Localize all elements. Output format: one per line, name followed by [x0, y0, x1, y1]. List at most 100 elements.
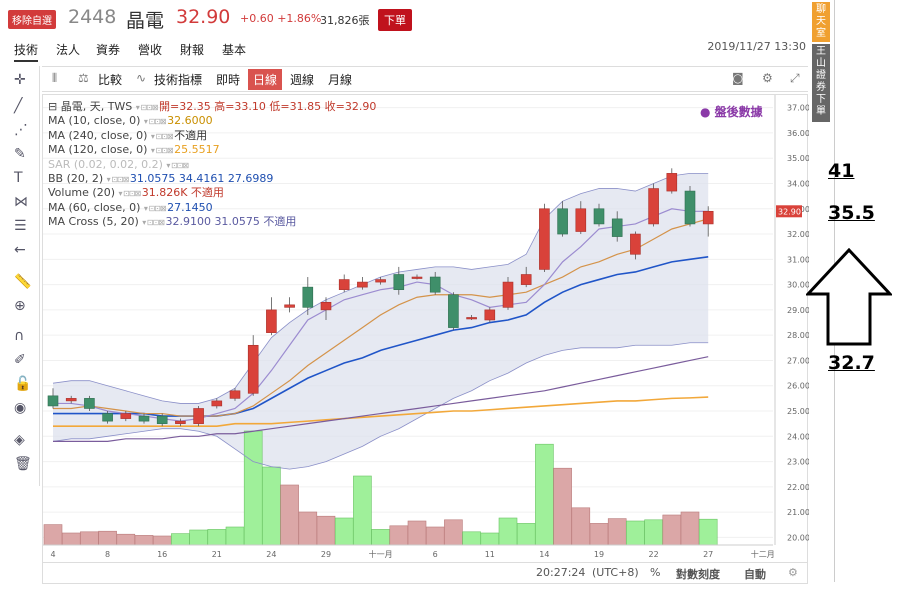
- legend-controls-icon[interactable]: ▾ ⊡⊡⊠: [150, 146, 175, 156]
- last-price-label: 32.90: [778, 207, 801, 216]
- compare-button[interactable]: 比較: [98, 73, 123, 87]
- monthly-button[interactable]: 月線: [328, 73, 353, 87]
- legend-controls-icon[interactable]: ▾ ⊡⊡⊠: [143, 203, 168, 213]
- tab-margin[interactable]: 資券: [96, 43, 121, 57]
- legend-controls-icon[interactable]: ▾ ⊡⊡⊠: [118, 189, 142, 199]
- candle-body: [338, 279, 350, 290]
- volume-bar: [371, 529, 390, 546]
- settings-icon[interactable]: ⚙: [788, 566, 798, 579]
- compare-icon[interactable]: ⚖: [78, 71, 89, 85]
- trendline-icon[interactable]: ╱: [14, 98, 23, 114]
- tab-institutional[interactable]: 法人: [56, 43, 81, 57]
- candle-body: [648, 188, 659, 225]
- bar-type-icon[interactable]: ⫴: [52, 71, 58, 85]
- zoom-icon[interactable]: ⊕: [14, 298, 26, 314]
- auto-scale-toggle[interactable]: 自動: [744, 568, 766, 581]
- volume-bar: [644, 519, 663, 546]
- remove-watchlist-button[interactable]: 移除自選: [8, 10, 56, 29]
- log-scale-toggle[interactable]: 對數刻度: [676, 568, 720, 581]
- lock-icon[interactable]: 🔓: [14, 376, 32, 392]
- last-price-tag: [776, 205, 802, 218]
- fork-icon[interactable]: ⋰: [14, 122, 28, 138]
- percent-toggle[interactable]: %: [650, 566, 661, 579]
- candle-body: [375, 279, 386, 283]
- trash-icon[interactable]: 🗑: [14, 456, 32, 472]
- clock-time: 20:27:24: [536, 566, 586, 579]
- volume-bar: [389, 525, 409, 546]
- candle-body: [666, 173, 678, 192]
- lock-drawing-icon[interactable]: ✐: [14, 352, 26, 368]
- legend-row[interactable]: ⊟ 晶電, 天, TWS ▾ ⊡⊡⊠ 開=32.35 高=33.10 低=31.…: [48, 100, 376, 114]
- ma60-line: [53, 356, 709, 442]
- legend-row[interactable]: MA Cross (5, 20) ▾ ⊡⊡⊠ 32.9100 31.0575 不…: [48, 215, 376, 229]
- tab-revenue[interactable]: 營收: [138, 43, 163, 57]
- crosshair-icon[interactable]: ✛: [14, 72, 26, 88]
- legend-controls-icon[interactable]: ▾ ⊡⊡⊠: [142, 218, 166, 228]
- tab-financials[interactable]: 財報: [180, 43, 205, 57]
- realtime-button[interactable]: 即時: [216, 73, 241, 87]
- x-tick-label: 十二月: [751, 549, 775, 559]
- candle-body: [684, 190, 696, 225]
- layers-icon[interactable]: ◈: [14, 432, 25, 448]
- volume-bar: [498, 517, 518, 546]
- legend-row[interactable]: SAR (0.02, 0.02, 0.2) ▾ ⊡⊡⊠: [48, 158, 376, 172]
- candle-body: [702, 210, 714, 225]
- legend-controls-icon[interactable]: ▾ ⊡⊡⊠: [135, 103, 159, 112]
- order-button[interactable]: 下單: [378, 9, 412, 31]
- volume-bar: [662, 514, 682, 546]
- volume-bar: [334, 517, 354, 546]
- camera-icon[interactable]: ◙: [732, 71, 744, 85]
- y-tick-label: 28.00: [787, 331, 809, 340]
- x-tick-label: 22: [649, 550, 659, 559]
- legend-row[interactable]: MA (10, close, 0) ▾ ⊡⊡⊠ 32.6000: [48, 114, 376, 128]
- fib-icon[interactable]: ☰: [14, 218, 27, 234]
- daily-button[interactable]: 日線: [248, 69, 283, 90]
- stock-code: 2448: [68, 6, 117, 28]
- weekly-button[interactable]: 週線: [290, 73, 315, 87]
- eye-icon[interactable]: ◉: [14, 400, 27, 416]
- legend-value: 25.5517: [174, 143, 220, 157]
- legend-controls-icon[interactable]: ▾ ⊡⊡⊠: [150, 131, 175, 141]
- text-icon[interactable]: T: [14, 170, 23, 186]
- header: 移除自選 2448 晶電 32.90 +0.60 +1.86% 31,826張 …: [0, 0, 810, 36]
- volume-bar: [280, 484, 299, 546]
- legend-controls-icon[interactable]: ▾ ⊡⊡⊠: [106, 175, 130, 185]
- after-hours-label[interactable]: ● 盤後數據: [700, 105, 763, 119]
- volume-bar: [553, 467, 572, 546]
- arrow-left-icon[interactable]: ←: [14, 242, 26, 258]
- y-tick-label: 21.00: [787, 508, 809, 517]
- pattern-icon[interactable]: ⋈: [14, 194, 28, 210]
- volume-bar: [316, 515, 336, 546]
- legend-row[interactable]: Volume (20) ▾ ⊡⊡⊠ 31.826K 不適用: [48, 186, 376, 200]
- volume-bar: [462, 531, 481, 546]
- brush-icon[interactable]: ✎: [14, 146, 26, 162]
- annotation-41: 41: [828, 160, 855, 182]
- indicator-icon[interactable]: ∿: [136, 71, 147, 85]
- gear-icon[interactable]: ⚙: [762, 71, 773, 85]
- legend-controls-icon[interactable]: ▾ ⊡⊡⊠: [143, 117, 168, 127]
- magnet-icon[interactable]: ∩: [14, 328, 25, 344]
- candle-body: [411, 276, 423, 279]
- candle-body: [47, 395, 59, 407]
- fullscreen-icon[interactable]: ⤢: [790, 71, 800, 85]
- x-tick-label: 29: [321, 550, 331, 559]
- ruler-icon[interactable]: 📏: [14, 274, 32, 290]
- volume-bar: [407, 520, 427, 546]
- legend-row[interactable]: MA (240, close, 0) ▾ ⊡⊡⊠ 不適用: [48, 129, 376, 143]
- candle-body: [84, 398, 95, 409]
- legend-row[interactable]: MA (120, close, 0) ▾ ⊡⊡⊠ 25.5517: [48, 143, 376, 157]
- legend-row[interactable]: MA (60, close, 0) ▾ ⊡⊡⊠ 27.1450: [48, 201, 376, 215]
- legend-title: MA Cross (5, 20): [48, 215, 143, 229]
- volume-bar: [516, 523, 536, 546]
- indicators-button[interactable]: 技術指標: [154, 73, 203, 87]
- volume-bar: [152, 535, 172, 546]
- legend-row[interactable]: BB (20, 2) ▾ ⊡⊡⊠ 31.0575 34.4161 27.6989: [48, 172, 376, 186]
- chatroom-tab[interactable]: 聊天室: [812, 2, 830, 42]
- tab-basic[interactable]: 基本: [222, 43, 247, 57]
- candle-body: [466, 317, 477, 320]
- price-chart[interactable]: 20.00 21.00 22.00 23.00 24.00 25.00 26.00 27.00…: [43, 95, 810, 563]
- legend-value: 27.1450: [167, 200, 213, 214]
- tab-technical[interactable]: 技術: [14, 41, 39, 62]
- broker-order-tab[interactable]: 王山證券下單: [812, 44, 830, 122]
- legend-controls-icon[interactable]: ▾ ⊡⊡⊠: [166, 160, 189, 170]
